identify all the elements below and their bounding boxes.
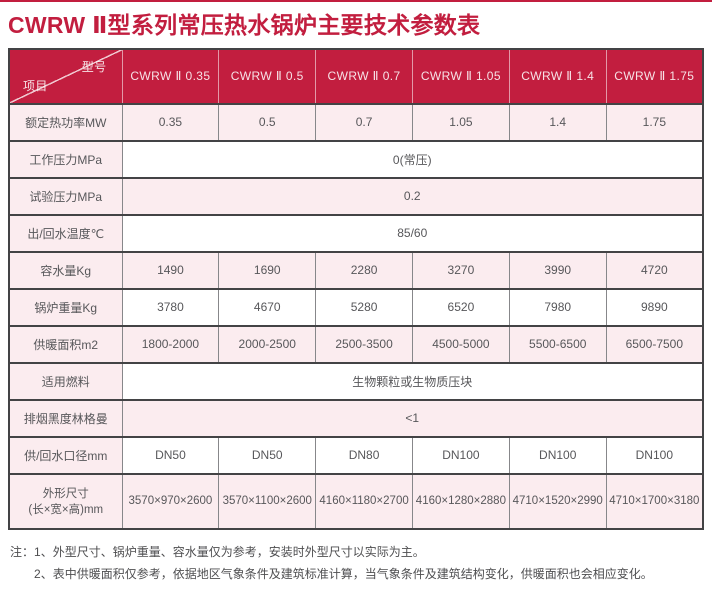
cell-value: 6520 [411,287,510,327]
row-label-line1: 外形尺寸 [42,488,89,501]
cell-span-value: 生物颗粒或生物质压块 [121,361,704,401]
cell-value: 4720 [605,250,704,290]
cell-value: 4500-5000 [411,324,510,364]
cell-value: 1690 [218,250,317,290]
cell-value: 4670 [218,287,317,327]
footnote-1: 1、外型尺寸、锅炉重量、容水量仅为参考，安装时外型尺寸以实际为主。 [34,544,425,559]
cell-value: 1.4 [508,102,607,142]
row-heating-area: 供暖面积m2 1800-2000 2000-2500 2500-3500 450… [8,324,704,364]
page-title: CWRW Ⅱ型系列常压热水锅炉主要技术参数表 [8,12,481,38]
cell-value: 5500-6500 [508,324,607,364]
boiler-spec-table: 型号 项目 CWRW Ⅱ 0.35 CWRW Ⅱ 0.5 CWRW Ⅱ 0.7 … [8,47,704,530]
row-test-pressure: 试验压力MPa 0.2 [8,176,704,216]
row-overall-dimensions: 外形尺寸 (长×宽×高)mm 3570×970×2600 3570×1100×2… [8,472,704,530]
cell-value: 2500-3500 [315,324,413,364]
cell-value: 2280 [315,250,413,290]
cell-value: 4710×1520×2990 [508,472,607,530]
row-working-pressure: 工作压力MPa 0(常压) [8,139,704,179]
row-fuel-type: 适用燃料 生物颗粒或生物质压块 [8,361,704,401]
row-water-temperature: 出/回水温度℃ 85/60 [8,213,704,253]
row-label: 适用燃料 [8,361,123,401]
cell-value: 6500-7500 [605,324,704,364]
row-label: 供/回水口径mm [8,435,123,475]
cell-value: 0.7 [315,102,413,142]
cell-value: 9890 [605,287,704,327]
cell-value: 7980 [508,287,607,327]
cell-value: 1800-2000 [121,324,220,364]
column-header-model-5: CWRW Ⅱ 1.4 [508,47,607,105]
row-label: 工作压力MPa [8,139,123,179]
table-body: 额定热功率MW 0.35 0.5 0.7 1.05 1.4 1.75 工作压力M… [8,102,704,530]
cell-value: 4160×1180×2700 [315,472,413,530]
cell-span-value: 85/60 [121,213,704,253]
top-accent-rule [0,0,712,2]
cell-value: 0.35 [121,102,220,142]
cell-value: DN50 [218,435,317,475]
column-header-model-4: CWRW Ⅱ 1.05 [411,47,510,105]
row-smoke-blackness: 排烟黑度林格曼 <1 [8,398,704,438]
cell-value: DN100 [508,435,607,475]
cell-value: 0.5 [218,102,317,142]
row-boiler-weight: 锅炉重量Kg 3780 4670 5280 6520 7980 9890 [8,287,704,327]
cell-value: 1.05 [411,102,510,142]
row-label: 额定热功率MW [8,102,123,142]
cell-value: 4710×1700×3180 [605,472,704,530]
column-header-model-1: CWRW Ⅱ 0.35 [121,47,220,105]
cell-span-value: <1 [121,398,704,438]
row-label: 供暖面积m2 [8,324,123,364]
corner-label-item: 项目 [23,78,48,93]
cell-value: 3270 [411,250,510,290]
cell-value: 4160×1280×2880 [411,472,510,530]
row-rated-power: 额定热功率MW 0.35 0.5 0.7 1.05 1.4 1.75 [8,102,704,142]
footnote-items: 1、外型尺寸、锅炉重量、容水量仅为参考，安装时外型尺寸以实际为主。 2、表中供暖… [34,541,704,585]
footnote-2: 2、表中供暖面积仅参考，依据地区气象条件及建筑标准计算，当气象条件及建筑结构变化… [34,566,653,581]
cell-value: DN80 [315,435,413,475]
cell-value: 1490 [121,250,220,290]
row-label: 容水量Kg [8,250,123,290]
cell-value: 2000-2500 [218,324,317,364]
corner-diagonal-cell: 型号 项目 [8,47,123,105]
cell-value: 5280 [315,287,413,327]
footnote-prefix: 注： [10,544,35,559]
row-label: 出/回水温度℃ [8,213,123,253]
cell-span-value: 0.2 [121,176,704,216]
row-label: 锅炉重量Kg [8,287,123,327]
cell-value: 3570×970×2600 [121,472,220,530]
row-label-line2: (长×宽×高)mm [28,504,104,517]
row-pipe-diameter: 供/回水口径mm DN50 DN50 DN80 DN100 DN100 DN10… [8,435,704,475]
row-water-capacity: 容水量Kg 1490 1690 2280 3270 3990 4720 [8,250,704,290]
column-header-model-6: CWRW Ⅱ 1.75 [605,47,704,105]
cell-value: 1.75 [605,102,704,142]
cell-value: DN50 [121,435,220,475]
corner-label-model: 型号 [81,59,107,74]
row-label: 外形尺寸 (长×宽×高)mm [8,472,123,530]
cell-value: DN100 [411,435,510,475]
cell-value: 3990 [508,250,607,290]
row-label: 排烟黑度林格曼 [8,398,123,438]
header-row: 型号 项目 CWRW Ⅱ 0.35 CWRW Ⅱ 0.5 CWRW Ⅱ 0.7 … [8,47,704,105]
cell-value: DN100 [605,435,704,475]
cell-value: 3780 [121,287,220,327]
cell-value: 3570×1100×2600 [218,472,317,530]
row-label: 试验压力MPa [8,176,123,216]
footnotes: 注： 1、外型尺寸、锅炉重量、容水量仅为参考，安装时外型尺寸以实际为主。 2、表… [10,541,704,585]
table-header: 型号 项目 CWRW Ⅱ 0.35 CWRW Ⅱ 0.5 CWRW Ⅱ 0.7 … [8,47,704,105]
column-header-model-2: CWRW Ⅱ 0.5 [218,47,317,105]
cell-span-value: 0(常压) [121,139,704,179]
column-header-model-3: CWRW Ⅱ 0.7 [315,47,413,105]
